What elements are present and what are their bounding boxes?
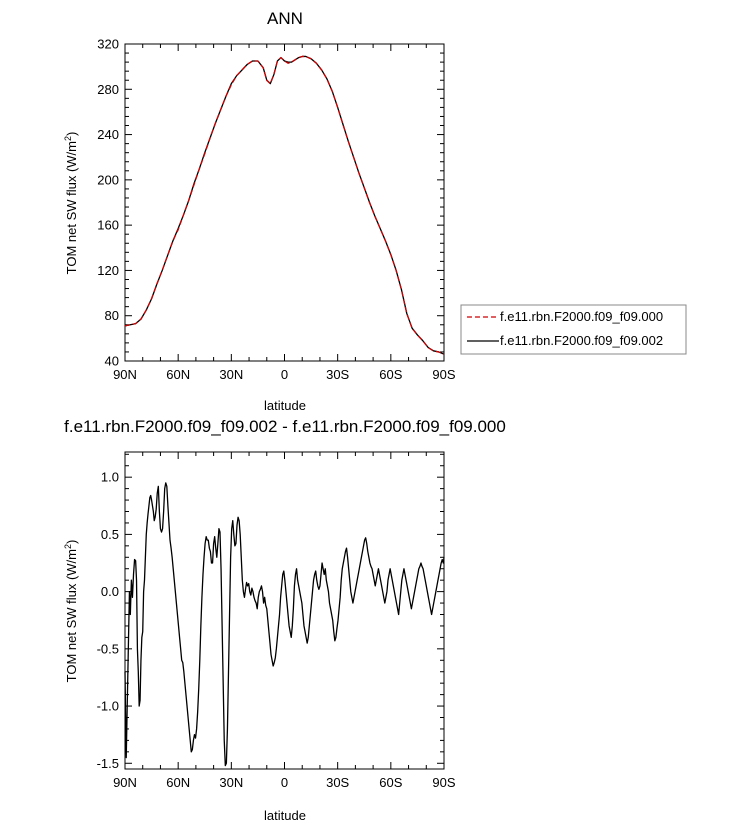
bottom-y-tick-label: -1.5 [97,756,119,771]
bottom-x-tick-label: 30N [219,775,243,790]
top-x-tick-label: 60N [166,367,190,382]
bottom-ticks: 90N 60N 30N 0 30S 60S 90S -1.5 -1.0 -0.5 0.0 0.5 1.0 [97,452,456,790]
top-chart-title: ANN [267,9,303,28]
bottom-y-tick-label: 1.0 [101,470,119,485]
top-y-axis-title: TOM net SW flux (W/m2) [63,132,79,275]
bottom-x-tick-label: 60S [379,775,402,790]
bottom-x-tick-label: 0 [281,775,288,790]
bottom-y-tick-label: 0.5 [101,527,119,542]
top-x-tick-label: 0 [281,367,288,382]
top-x-tick-label: 90N [113,367,137,382]
bottom-y-axis-title: TOM net SW flux (W/m2) [63,540,79,683]
top-y-tick-label: 200 [97,172,119,187]
bottom-y-tick-label: -0.5 [97,641,119,656]
top-x-tick-label: 60S [379,367,402,382]
bottom-series [124,482,445,767]
top-series [124,55,445,355]
top-y-tick-label: 120 [97,263,119,278]
top-y-tick-label: 80 [105,308,119,323]
top-x-tick-label: 30S [326,367,349,382]
top-ticks: 90N 60N 30N 0 30S 60S 90S 40 80 120 160 200 240 280 32… [97,37,456,383]
top-x-tick-label: 30N [219,367,243,382]
bottom-y-axis-title-main: TOM net SW flux (W/m [64,549,79,682]
bottom-x-tick-label: 90S [432,775,455,790]
top-y-tick-label: 320 [97,37,119,52]
top-y-tick-label: 40 [105,354,119,369]
top-y-axis-title-sup: 2 [63,136,73,141]
legend-box [460,304,687,355]
top-panel: ANN 90N 60N 30N 0 30S 60S 90S 40 80 120 160 200 240 2… [63,9,687,413]
legend-label-series-2: f.e11.rbn.F2000.f09_f09.002 [500,333,663,348]
bottom-x-tick-label: 30S [326,775,349,790]
bottom-y-tick-label: -1.0 [97,699,119,714]
bottom-x-tick-label: 60N [166,775,190,790]
bottom-y-tick-label: 0.0 [101,584,119,599]
bottom-x-tick-label: 90N [113,775,137,790]
top-y-axis-title-close: ) [64,132,79,136]
bottom-y-axis-title-close: ) [64,540,79,544]
top-y-tick-label: 240 [97,127,119,142]
bottom-x-axis-title: latitude [264,808,306,823]
top-y-tick-label: 280 [97,82,119,97]
bottom-plot-frame [124,451,445,770]
bottom-chart-title: f.e11.rbn.F2000.f09_f09.002 - f.e11.rbn.… [64,417,506,436]
bottom-panel: f.e11.rbn.F2000.f09_f09.002 - f.e11.rbn.… [63,417,506,823]
bottom-series-1-line [124,482,445,767]
top-series-2-line [124,55,445,355]
top-x-tick-label: 90S [432,367,455,382]
legend-label-series-1: f.e11.rbn.F2000.f09_f09.000 [500,309,663,324]
bottom-y-axis-title-sup: 2 [63,544,73,549]
legend: f.e11.rbn.F2000.f09_f09.000 f.e11.rbn.F2… [460,304,687,355]
top-y-tick-label: 160 [97,218,119,233]
top-plot-frame [124,43,445,362]
top-x-axis-title: latitude [264,398,306,413]
top-series-1-line [124,55,445,355]
top-y-axis-title-main: TOM net SW flux (W/m [64,141,79,274]
